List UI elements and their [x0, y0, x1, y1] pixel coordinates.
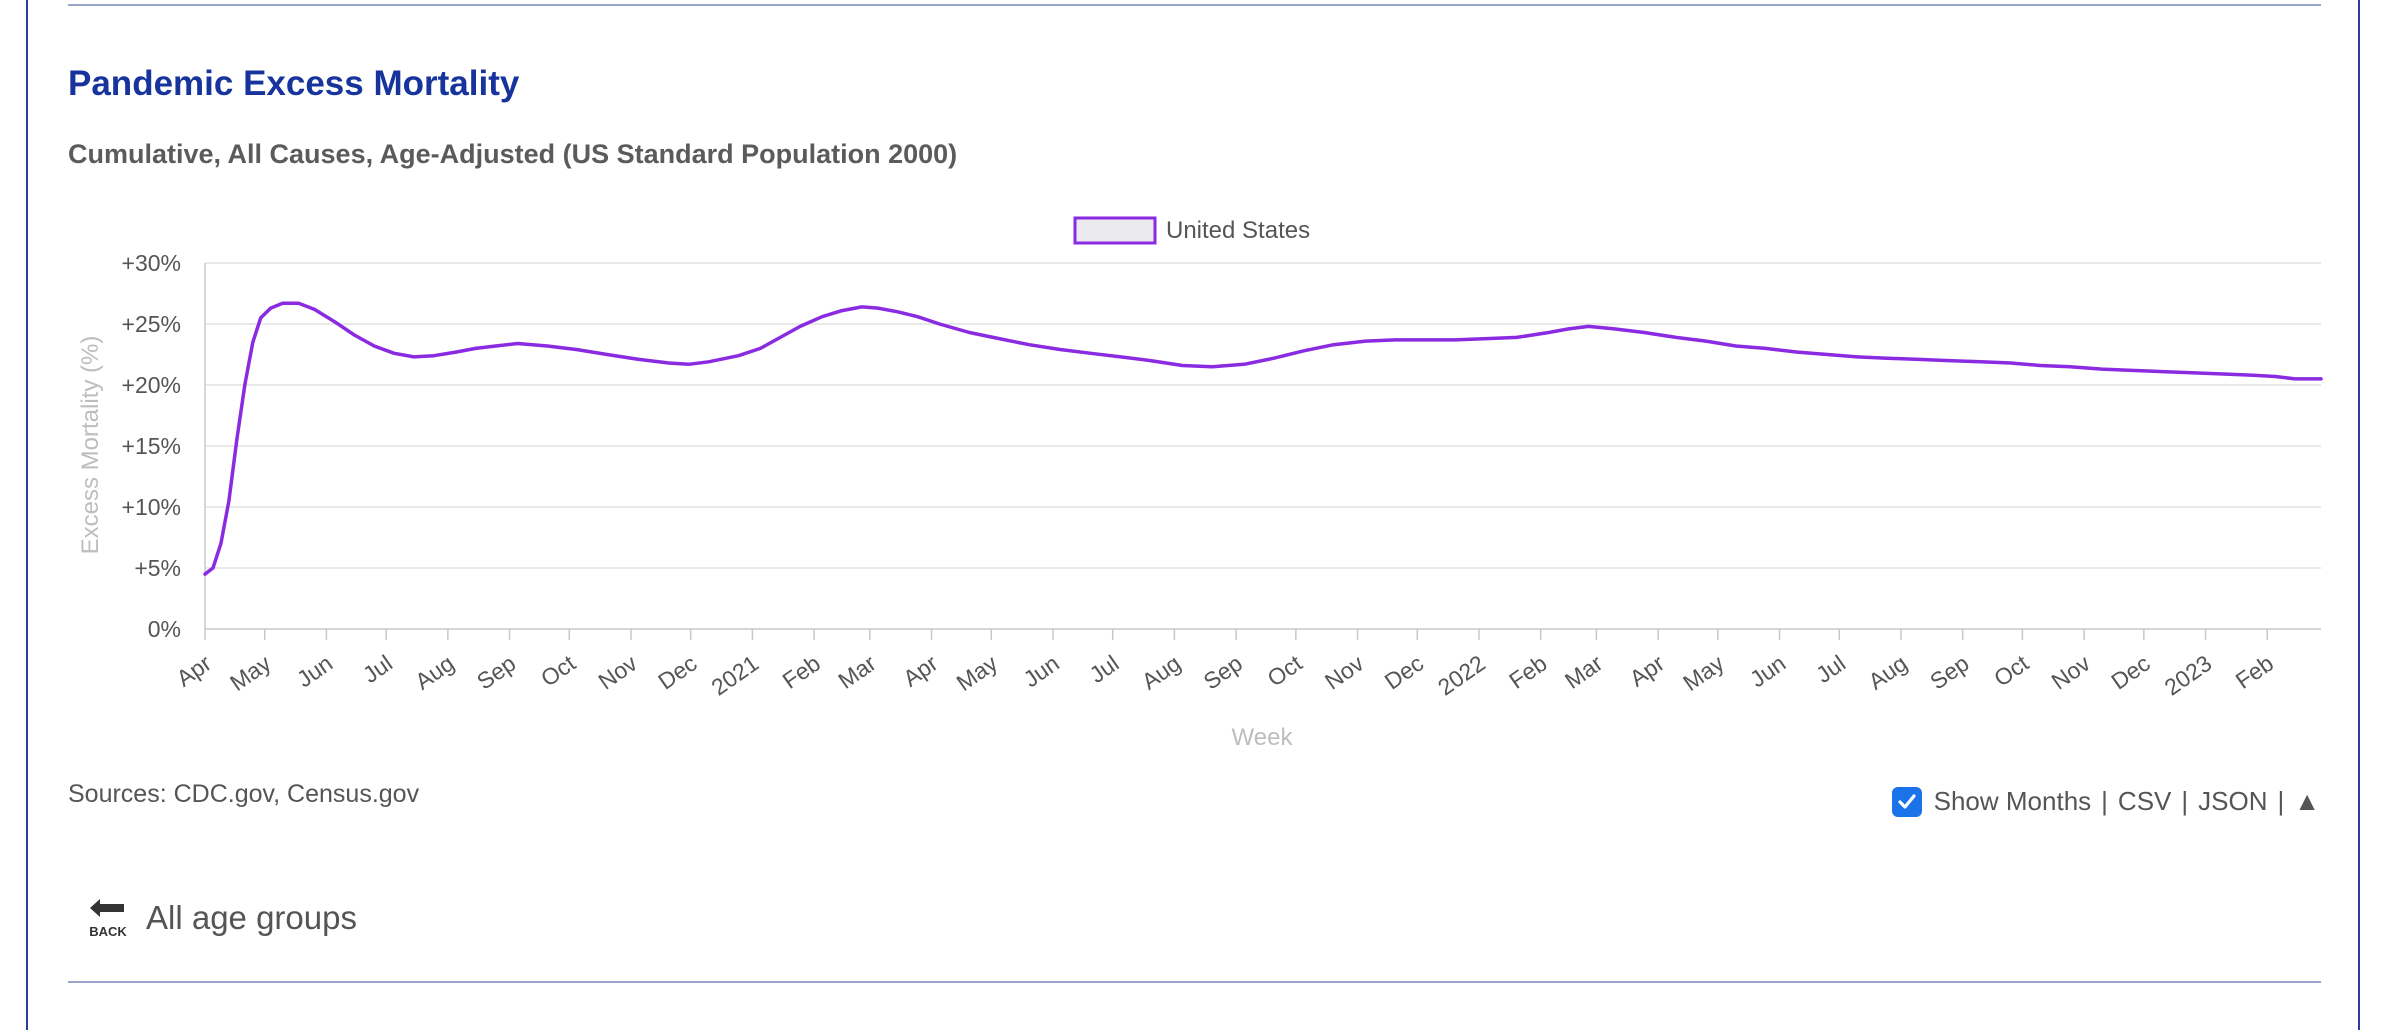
x-tick-label: Jun: [292, 650, 337, 693]
x-tick-label: May: [952, 650, 1003, 697]
y-tick-label: +15%: [122, 433, 181, 459]
x-tick-label: Feb: [1504, 650, 1551, 694]
show-months-label[interactable]: Show Months: [1933, 786, 2092, 816]
back-arrow-icon: BACK: [89, 899, 127, 939]
x-tick-label: Apr: [1625, 650, 1670, 692]
y-tick-label: +10%: [122, 494, 181, 520]
x-tick-label: Aug: [1863, 650, 1911, 695]
y-axis-title: Excess Mortality (%): [77, 336, 104, 555]
x-tick-label: Mar: [1560, 650, 1608, 694]
chart-subtitle: Cumulative, All Causes, Age-Adjusted (US…: [68, 139, 958, 169]
x-tick-label: Apr: [172, 650, 217, 692]
series-layer: [203, 301, 2323, 576]
chart-controls: Show Months | CSV | JSON | ▲: [1891, 786, 2320, 817]
separator: |: [2101, 786, 2108, 816]
x-tick-label: Dec: [1380, 650, 1428, 695]
x-tick-label: Dec: [2106, 650, 2154, 695]
legend-swatch-united-states: [1073, 216, 1157, 245]
x-tick-label: Apr: [898, 650, 943, 692]
x-tick-label: 2021: [706, 650, 763, 701]
legend-label-united-states: United States: [1166, 217, 1310, 244]
x-tick-label: Nov: [1320, 650, 1369, 695]
x-tick-label: 2022: [1433, 650, 1490, 701]
chart-title: Pandemic Excess Mortality: [68, 64, 520, 103]
x-tick-label: Jun: [1745, 650, 1790, 693]
x-tick-label: Sep: [1925, 650, 1973, 695]
y-tick-label: +30%: [122, 250, 181, 276]
show-months-checkbox[interactable]: [1891, 786, 1922, 817]
x-tick-label: Feb: [2231, 650, 2278, 694]
series-line-united-states: [203, 301, 2323, 576]
x-tick-label: Sep: [472, 650, 520, 695]
bottom-divider: [68, 981, 2321, 983]
x-tick-label: Oct: [1262, 649, 1307, 691]
y-axis: 0% +5% +10% +15% +20% +25% +30%: [122, 250, 181, 642]
x-tick-label: Jul: [1085, 650, 1124, 688]
x-tick-label: Oct: [1989, 649, 2034, 691]
separator: |: [2181, 786, 2189, 816]
x-axis: Apr May Jun Jul Aug Sep Oct Nov Dec 2021 Feb Mar Apr…: [172, 263, 2278, 700]
csv-link[interactable]: CSV: [2117, 786, 2172, 816]
checkmark-icon: [1898, 793, 1916, 809]
y-tick-label: 0%: [148, 616, 181, 642]
x-tick-label: May: [225, 650, 276, 697]
x-tick-label: Mar: [833, 650, 881, 694]
x-axis-title: Week: [1232, 724, 1294, 751]
x-tick-label: Jul: [358, 650, 397, 688]
back-label: All age groups: [146, 899, 357, 936]
y-tick-label: +20%: [122, 372, 181, 398]
y-tick-label: +5%: [134, 555, 181, 581]
x-tick-label: Sep: [1199, 650, 1247, 695]
x-tick-label: Jun: [1019, 650, 1064, 693]
x-tick-label: Nov: [593, 650, 642, 695]
json-link[interactable]: JSON: [2198, 786, 2268, 816]
x-tick-label: 2023: [2160, 650, 2217, 701]
x-tick-label: Aug: [1137, 650, 1185, 695]
sources-note: Sources: CDC.gov, Census.gov: [68, 780, 420, 808]
excess-mortality-chart: Apr May Jun Jul Aug Sep Oct Nov Dec 2021 Feb Mar Apr…: [77, 216, 2323, 751]
x-tick-label: Jul: [1811, 650, 1850, 688]
x-tick-label: Aug: [410, 650, 458, 695]
panel-frame: [26, 0, 2360, 1030]
top-divider: [68, 4, 2321, 6]
x-tick-label: Dec: [653, 650, 701, 695]
x-tick-label: Nov: [2047, 650, 2096, 695]
x-tick-label: Oct: [536, 649, 581, 691]
grid-lines: [205, 262, 2321, 630]
legend[interactable]: United States: [1073, 216, 1310, 245]
x-tick-label: Feb: [778, 650, 825, 694]
separator: |: [2277, 786, 2285, 816]
back-icon-label: BACK: [89, 924, 127, 939]
scroll-top-icon[interactable]: ▲: [2294, 786, 2320, 816]
y-tick-label: +25%: [122, 311, 181, 337]
back-to-all-age-groups-link[interactable]: BACK All age groups: [86, 896, 357, 940]
x-tick-label: May: [1678, 650, 1729, 697]
